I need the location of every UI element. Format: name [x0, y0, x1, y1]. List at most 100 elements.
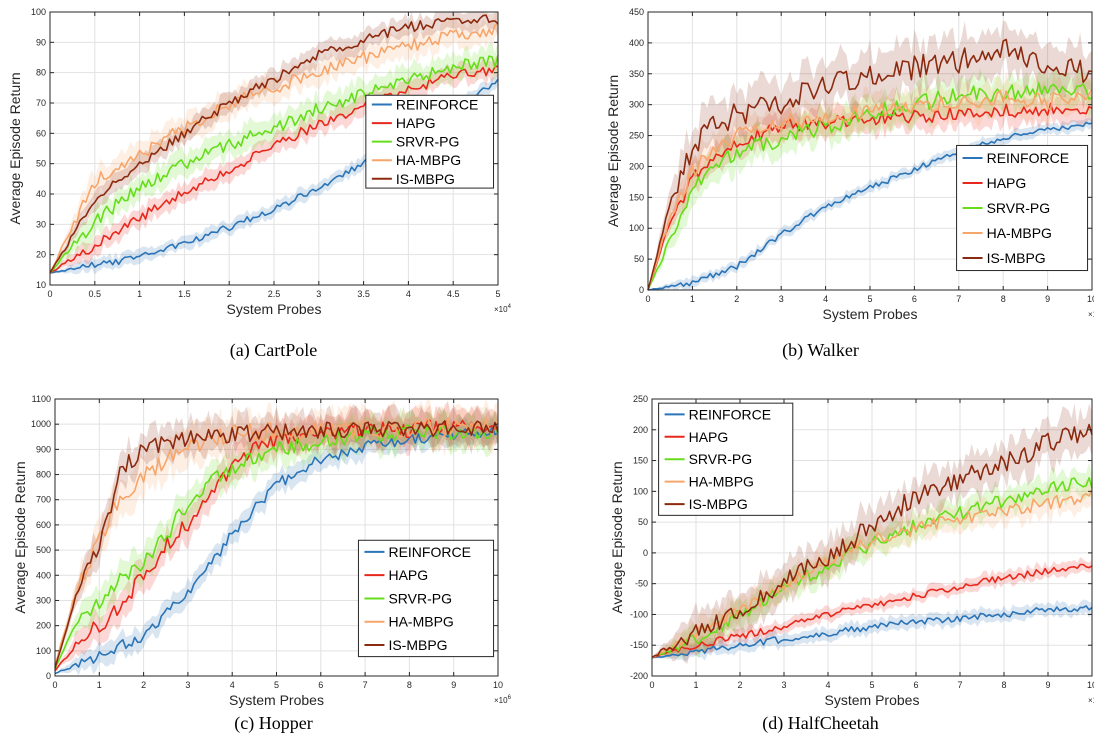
- y-tick-label: 1000: [31, 419, 51, 429]
- y-axis-label: Average Episode Return: [12, 461, 28, 613]
- y-tick-label: 100: [31, 7, 46, 17]
- series-line-is-mbpg: [647, 38, 1093, 291]
- x-tick-label: 4: [825, 680, 830, 690]
- x-tick-label: 2: [737, 680, 742, 690]
- x-axis-label: System Probes: [823, 306, 918, 322]
- legend-box: [956, 144, 1089, 272]
- y-tick-label: 50: [638, 517, 648, 527]
- x-tick-label: 0: [645, 294, 650, 304]
- x-exponent: 6: [508, 695, 512, 701]
- legend-label-srvr-pg: SRVR-PG: [388, 590, 452, 606]
- x-tick-label: 1: [690, 294, 695, 304]
- caption-hopper: (c) Hopper: [234, 713, 313, 733]
- band-reinforce: [648, 117, 1092, 290]
- x-tick-label: 0: [47, 289, 52, 299]
- x-multiplier: ×104: [494, 304, 512, 314]
- series-line-is-mbpg: [49, 14, 499, 274]
- y-tick-label: 250: [633, 394, 648, 404]
- y-tick-label: 0: [643, 548, 648, 558]
- band-reinforce: [652, 599, 1092, 662]
- panel-halfcheetah: 0 1 2 3 4 5 6 7 8 9 10 -200 -150 -100 -50 0 50 100 150 200 2…: [547, 373, 1094, 746]
- y-tick-label: 200: [629, 161, 644, 171]
- legend-label-reinforce: REINFORCE: [689, 406, 771, 422]
- series-line-hapg: [647, 102, 1093, 291]
- x-tick-label: 6: [913, 680, 918, 690]
- legend-label-srvr-pg: SRVR-PG: [396, 134, 460, 150]
- x-tick-label: 3: [781, 680, 786, 690]
- x-tick-label: 5: [869, 680, 874, 690]
- series-line-ha-mbpg: [647, 89, 1093, 291]
- series-line-ha-mbpg: [651, 489, 1093, 659]
- x-tick-label: 3: [316, 289, 321, 299]
- series-line-srvr-pg: [54, 423, 499, 669]
- legend-label-ha-mbpg: HA-MBPG: [388, 614, 453, 630]
- y-tick-label: 50: [36, 159, 46, 169]
- caption-halfcheetah: (d) HalfCheetah: [762, 713, 879, 733]
- x-multiplier: ×106: [1088, 695, 1094, 705]
- y-tick-label: -100: [630, 609, 648, 619]
- band-ha-mbpg: [50, 13, 498, 273]
- panel-cartpole: 0 0.5 1 1.5 2 2.5 3 3.5 4 4.5 5 10 20 30 40 50 60 70 80 90 1…: [0, 0, 547, 373]
- y-tick-label: 40: [36, 189, 46, 199]
- y-tick-label: 350: [629, 69, 644, 79]
- x-tick-label: 6: [318, 680, 323, 690]
- x-axis-label: System Probes: [825, 692, 920, 708]
- caption-walker: (b) Walker: [782, 340, 859, 360]
- y-tick-label: 90: [36, 37, 46, 47]
- legend-label-is-mbpg: IS-MBPG: [987, 250, 1046, 266]
- x-tick-label: 1: [137, 289, 142, 299]
- series-line-reinforce: [651, 605, 1093, 659]
- band-srvr-pg: [648, 66, 1092, 290]
- band-ha-mbpg: [652, 474, 1092, 659]
- y-tick-label: 1100: [32, 394, 51, 404]
- y-tick-label: 100: [629, 223, 644, 233]
- x-tick-label: 9: [451, 680, 456, 690]
- y-tick-label: -200: [630, 671, 648, 681]
- x-tick-label: 5: [274, 680, 279, 690]
- legend-label-hapg: HAPG: [396, 115, 436, 131]
- x-tick-label: 0.5: [89, 289, 102, 299]
- y-tick-label: 30: [36, 219, 46, 229]
- x-tick-label: 3: [779, 294, 784, 304]
- x-tick-label: 0: [52, 680, 57, 690]
- legend-label-is-mbpg: IS-MBPG: [396, 171, 455, 187]
- y-tick-label: 80: [36, 68, 46, 78]
- y-tick-label: 200: [633, 425, 648, 435]
- series-line-reinforce: [54, 425, 499, 675]
- series-line-is-mbpg: [54, 420, 499, 669]
- legend-label-reinforce: REINFORCE: [388, 544, 470, 560]
- x-tick-label: 7: [956, 294, 961, 304]
- y-tick-label: 700: [36, 495, 51, 505]
- series-line-reinforce: [647, 121, 1093, 291]
- y-tick-label: 450: [629, 7, 644, 17]
- legend-label-ha-mbpg: HA-MBPG: [987, 225, 1052, 241]
- y-tick-label: 200: [36, 621, 51, 631]
- y-tick-label: -50: [635, 579, 648, 589]
- band-ha-mbpg: [55, 399, 498, 666]
- legend-label-ha-mbpg: HA-MBPG: [396, 152, 461, 168]
- legend-label-ha-mbpg: HA-MBPG: [689, 474, 754, 490]
- x-tick-label: 4: [823, 294, 828, 304]
- x-multiplier: ×106: [494, 695, 512, 705]
- y-tick-label: 150: [629, 192, 644, 202]
- x-tick-label: 0: [649, 680, 654, 690]
- series-line-srvr-pg: [647, 82, 1093, 291]
- y-tick-label: 800: [36, 470, 51, 480]
- x-tick-label: 4: [230, 680, 235, 690]
- y-tick-label: 500: [36, 545, 51, 555]
- y-axis-label: Average Episode Return: [609, 461, 625, 613]
- x-tick-label: 1.5: [178, 289, 191, 299]
- x-tick-label: 7: [957, 680, 962, 690]
- series-line-hapg: [49, 65, 499, 274]
- x-axis-label: System Probes: [229, 692, 324, 708]
- chart-cartpole: 0 0.5 1 1.5 2 2.5 3 3.5 4 4.5 5 10 20 30 40 50 60 70 80 90 1…: [7, 7, 512, 317]
- x-tick-label: 2: [141, 680, 146, 690]
- legend-label-srvr-pg: SRVR-PG: [689, 451, 753, 467]
- x-tick-label: 10: [1087, 294, 1094, 304]
- legend-label-is-mbpg: IS-MBPG: [689, 496, 748, 512]
- band-is-mbpg: [55, 404, 498, 669]
- y-tick-label: 400: [629, 38, 644, 48]
- x-tick-label: 8: [407, 680, 412, 690]
- x-tick-label: 4: [406, 289, 411, 299]
